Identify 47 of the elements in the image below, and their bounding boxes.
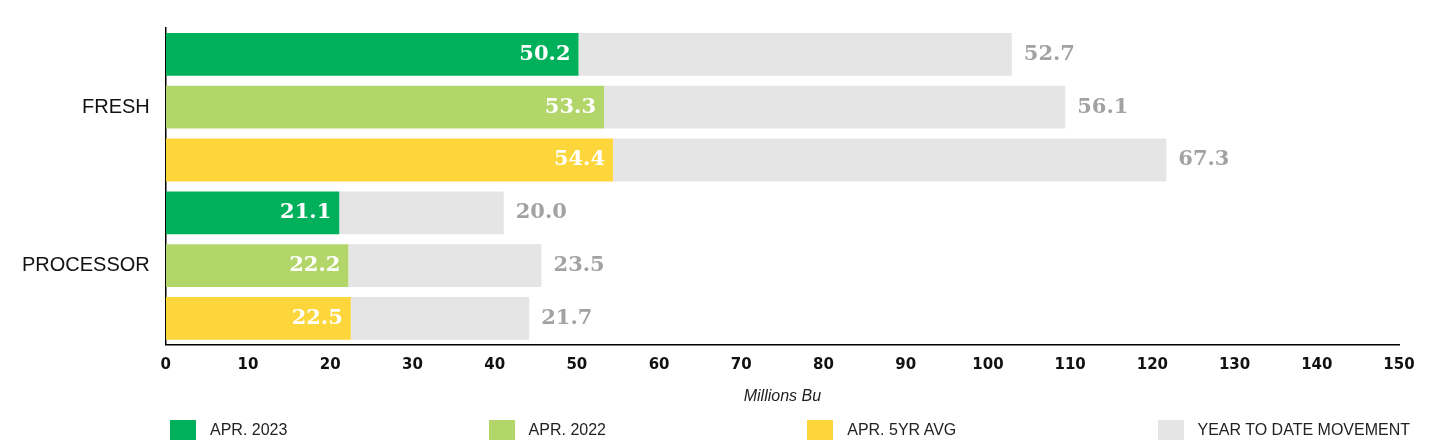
- data-label: 50.2: [519, 39, 571, 65]
- legend-label: APR. 5YR AVG: [847, 421, 957, 439]
- legend-label: APR. 2022: [528, 421, 606, 439]
- x-tick-label: 60: [648, 354, 670, 373]
- x-tick-label: 110: [1054, 354, 1086, 373]
- data-label: 20.0: [515, 198, 567, 224]
- x-tick-label: 150: [1383, 354, 1415, 373]
- data-label: 22.5: [291, 303, 343, 329]
- x-tick-label: 120: [1136, 354, 1169, 373]
- data-label: 54.4: [553, 145, 606, 171]
- bar: [613, 138, 1167, 182]
- bar: [350, 297, 530, 340]
- data-label: 21.7: [541, 303, 593, 329]
- bar: [165, 244, 349, 287]
- data-label: 23.5: [553, 251, 605, 277]
- x-tick-label: 90: [895, 354, 917, 373]
- bar: [348, 244, 542, 287]
- data-label: 67.3: [1178, 145, 1230, 171]
- data-label: 22.2: [289, 251, 341, 277]
- x-tick-label: 10: [237, 354, 259, 373]
- bar: [165, 33, 579, 76]
- bar: [165, 138, 614, 182]
- data-label: 52.7: [1023, 39, 1075, 65]
- data-label: 21.1: [280, 198, 332, 224]
- x-tick-label: 0: [160, 354, 172, 373]
- x-tick-label: 130: [1218, 354, 1251, 373]
- bar: [165, 297, 351, 340]
- bar: [165, 191, 340, 235]
- x-tick-label: 80: [813, 354, 834, 373]
- x-tick-label: 100: [972, 354, 1004, 373]
- data-label: 56.1: [1077, 92, 1129, 118]
- y-tick-label: PROCESSOR: [21, 253, 150, 276]
- x-tick-label: 30: [402, 354, 423, 373]
- x-axis-title: Millions Bu: [743, 386, 822, 404]
- x-tick-label: 40: [484, 354, 506, 373]
- bar: [165, 85, 604, 129]
- data-label: 53.3: [544, 92, 596, 118]
- y-tick-label: FRESH: [82, 94, 150, 117]
- x-tick-label: 20: [319, 354, 341, 373]
- bar: [339, 191, 504, 235]
- legend-label: YEAR TO DATE MOVEMENT: [1197, 421, 1410, 439]
- x-tick-label: 50: [566, 354, 588, 373]
- x-tick-label: 140: [1301, 354, 1333, 373]
- legend-label: APR. 2023: [210, 421, 288, 439]
- bar: [578, 33, 1012, 76]
- bar: [604, 85, 1066, 129]
- x-tick-label: 70: [730, 354, 752, 373]
